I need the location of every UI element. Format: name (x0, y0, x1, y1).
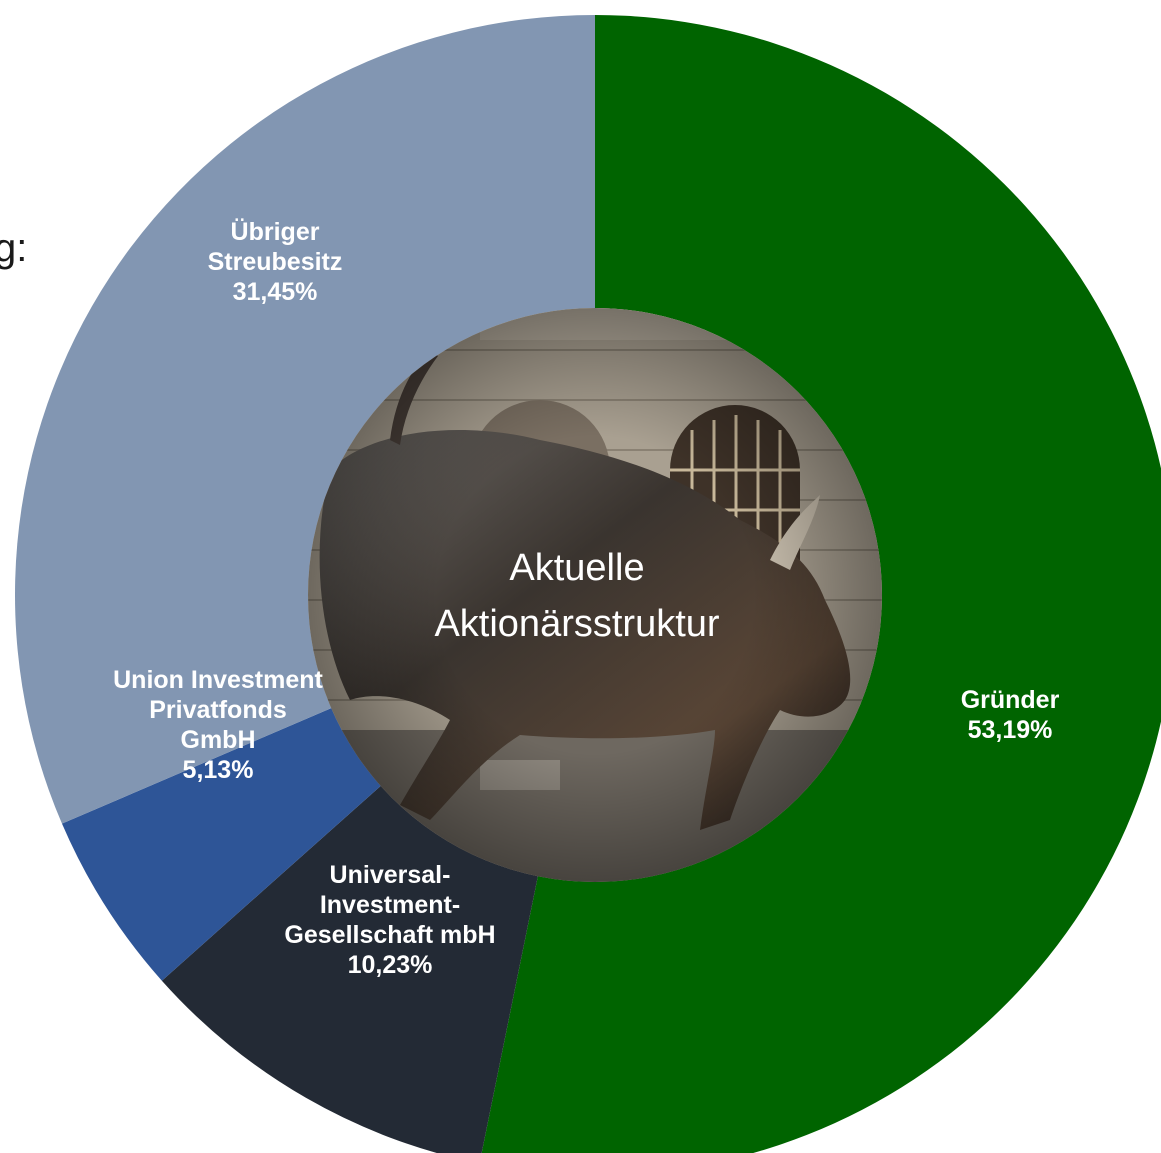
slice-value-label: 10,23% (348, 951, 433, 979)
slice-name-label: Universal- (330, 861, 451, 889)
slice-name-label: Streubesitz (208, 248, 343, 276)
slice-name-label: Gründer (961, 686, 1060, 714)
bull-photo-image (308, 308, 882, 882)
slice-value-label: 5,13% (183, 756, 254, 784)
slice-name-label: Übriger (231, 217, 320, 246)
slice-label-universal-investment-gesellschaft-mbh: Universal-Investment-Gesellschaft mbH10,… (284, 861, 495, 979)
center-label: Aktuelle Aktionärsstruktur (434, 547, 719, 645)
center-label-line: Aktionärsstruktur (434, 603, 719, 645)
slice-name-label: Union Investment (113, 666, 323, 694)
slice-value-label: 31,45% (233, 278, 318, 306)
center-label-line: Aktuelle (509, 547, 644, 589)
slice-name-label: Investment- (320, 891, 460, 919)
slice-name-label: Privatfonds (149, 696, 287, 724)
partial-heading-text: g: (0, 226, 28, 270)
slice-name-label: Gesellschaft mbH (284, 921, 495, 949)
slice-name-label: GmbH (181, 726, 256, 754)
slice-value-label: 53,19% (968, 716, 1053, 744)
